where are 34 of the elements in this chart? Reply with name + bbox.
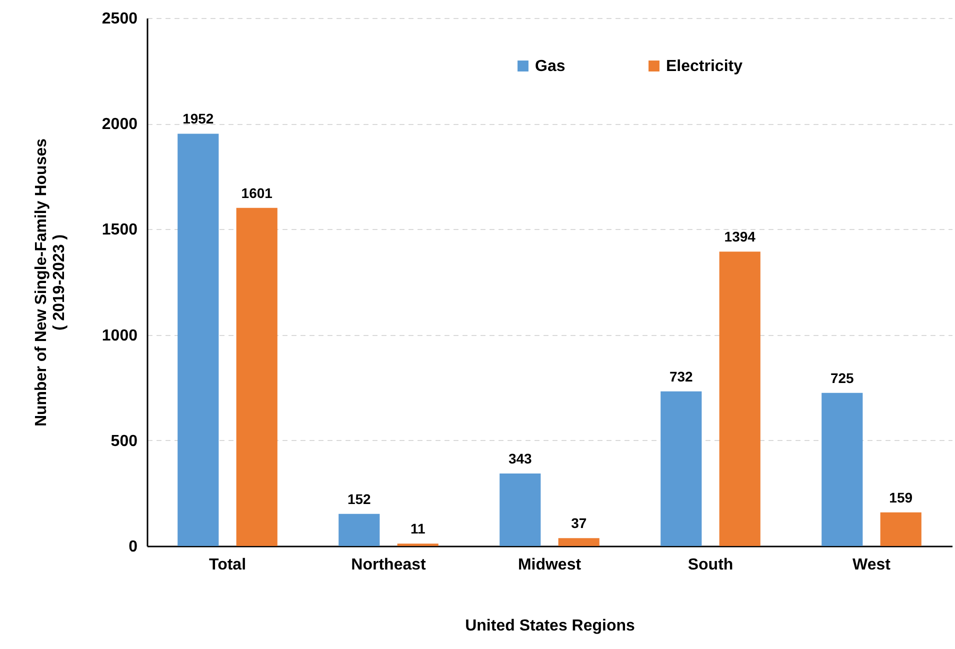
x-tick-label: West [852,556,892,574]
bar [338,514,380,546]
bar [880,512,922,546]
data-label: 725 [830,370,854,386]
bar [178,134,219,546]
data-label: 1394 [724,228,756,245]
bar [500,474,541,546]
bar [660,391,702,546]
bar [236,208,278,546]
bar [558,538,600,546]
bar [719,252,760,546]
bar [822,392,863,546]
x-tick-label: South [688,556,734,574]
data-label: 11 [410,520,426,537]
x-tick-label: Total [208,556,246,574]
legend-label: Gas [535,58,566,75]
data-label: 152 [347,490,372,507]
data-label: 1952 [182,110,214,127]
x-tick-label: Northeast [351,556,427,574]
y-tick-label: 1000 [102,327,138,344]
y-tick-label: 2500 [102,10,138,28]
y-tick-label: 500 [110,432,138,450]
data-label: 159 [889,489,913,506]
y-axis-title: Number of New Single-Family Houses ( 2019-2023 ) [32,138,68,427]
y-tick-label: 0 [128,538,138,556]
legend-label: Electricity [666,58,743,75]
y-tick-label: 1500 [102,222,138,239]
data-label: 1601 [241,184,273,201]
data-label: 343 [508,450,532,467]
y-tick-label: 2000 [102,116,138,134]
data-label: 37 [571,515,587,532]
x-axis-title: United States Regions [465,618,635,634]
x-tick-label: Midwest [518,556,582,574]
data-label: 732 [669,368,694,384]
